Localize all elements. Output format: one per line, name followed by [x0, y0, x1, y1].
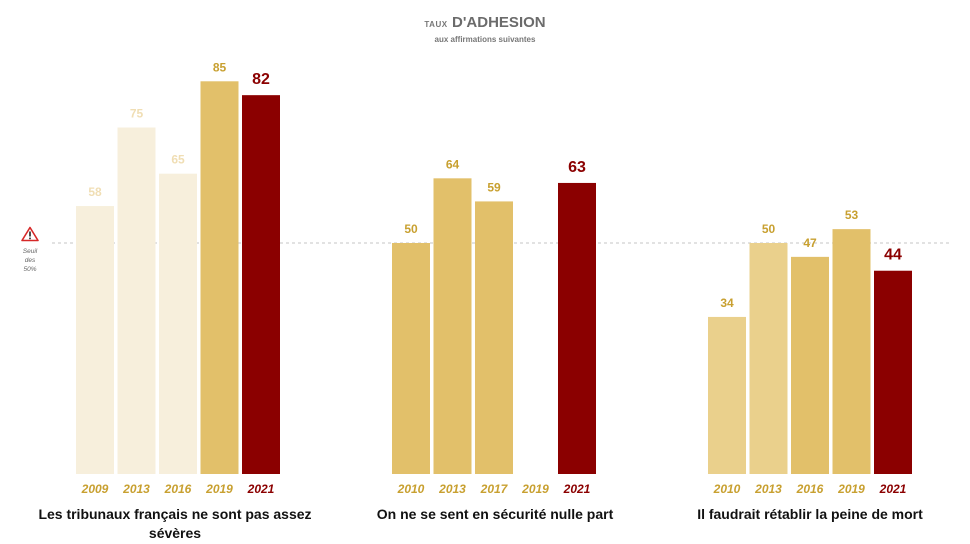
bar-3-2016 — [791, 256, 829, 474]
value-label-1-2009: 58 — [88, 185, 102, 199]
chart-title-main: D'ADHESION — [452, 14, 546, 31]
value-label-3-2010: 34 — [720, 296, 734, 310]
value-label-3-2021: 44 — [884, 247, 902, 264]
year-label-1-2016: 2016 — [164, 482, 192, 496]
bar-3-2010 — [708, 316, 746, 474]
bar-2-2017 — [475, 201, 513, 475]
year-label-2-2017: 2017 — [480, 482, 509, 496]
category-label-2: On ne se sent en sécurité nulle part — [376, 506, 614, 522]
value-label-1-2013: 75 — [130, 107, 144, 121]
value-label-3-2016: 47 — [803, 236, 817, 250]
value-label-1-2021: 82 — [252, 71, 270, 88]
year-label-1-2019: 2019 — [205, 482, 233, 496]
threshold-legend: Seuil des 50% — [18, 226, 42, 274]
chart-subtitle: aux affirmations suivantes — [434, 35, 536, 44]
value-label-2-2013: 64 — [446, 157, 460, 171]
year-label-2-2010: 2010 — [397, 482, 425, 496]
bar-1-2009 — [76, 206, 114, 475]
bar-2-2021 — [558, 182, 596, 474]
category-label-3: Il faudrait rétablir la peine de mort — [697, 506, 923, 522]
warning-triangle-icon — [21, 226, 39, 242]
value-label-2-2010: 50 — [404, 222, 418, 236]
bar-3-2013 — [749, 243, 788, 474]
value-label-1-2016: 65 — [171, 153, 185, 167]
year-label-2-2019: 2019 — [521, 482, 549, 496]
value-label-1-2019: 85 — [213, 60, 227, 74]
value-label-3-2013: 50 — [762, 222, 776, 236]
year-label-3-2019: 2019 — [837, 482, 865, 496]
value-label-3-2019: 53 — [845, 208, 859, 222]
threshold-label-2: des 50% — [23, 257, 37, 273]
bar-2-2013 — [433, 178, 472, 474]
bar-3-2021 — [874, 270, 912, 474]
threshold-label-1: Seuil — [22, 248, 38, 255]
bar-1-2016 — [159, 173, 197, 474]
bar-2-2010 — [392, 243, 430, 474]
bar-1-2021 — [242, 95, 280, 474]
year-label-3-2016: 2016 — [796, 482, 824, 496]
bar-3-2019 — [832, 229, 871, 474]
bar-1-2013 — [117, 127, 156, 474]
chart-title-prefix: TAUX — [424, 20, 448, 29]
year-label-3-2013: 2013 — [754, 482, 782, 496]
year-label-1-2013: 2013 — [122, 482, 150, 496]
year-label-3-2021: 2021 — [879, 482, 907, 496]
value-label-2-2017: 59 — [487, 180, 501, 194]
year-label-2-2021: 2021 — [563, 482, 591, 496]
category-label-1: Les tribunaux français ne sont pas assez… — [38, 506, 312, 541]
value-label-2-2021: 63 — [568, 159, 586, 176]
chart-title: TAUX D'ADHESION — [0, 14, 970, 32]
bar-1-2019 — [200, 81, 239, 475]
year-label-1-2021: 2021 — [247, 482, 275, 496]
year-label-2-2013: 2013 — [438, 482, 466, 496]
year-label-3-2010: 2010 — [713, 482, 741, 496]
year-label-1-2009: 2009 — [81, 482, 109, 496]
